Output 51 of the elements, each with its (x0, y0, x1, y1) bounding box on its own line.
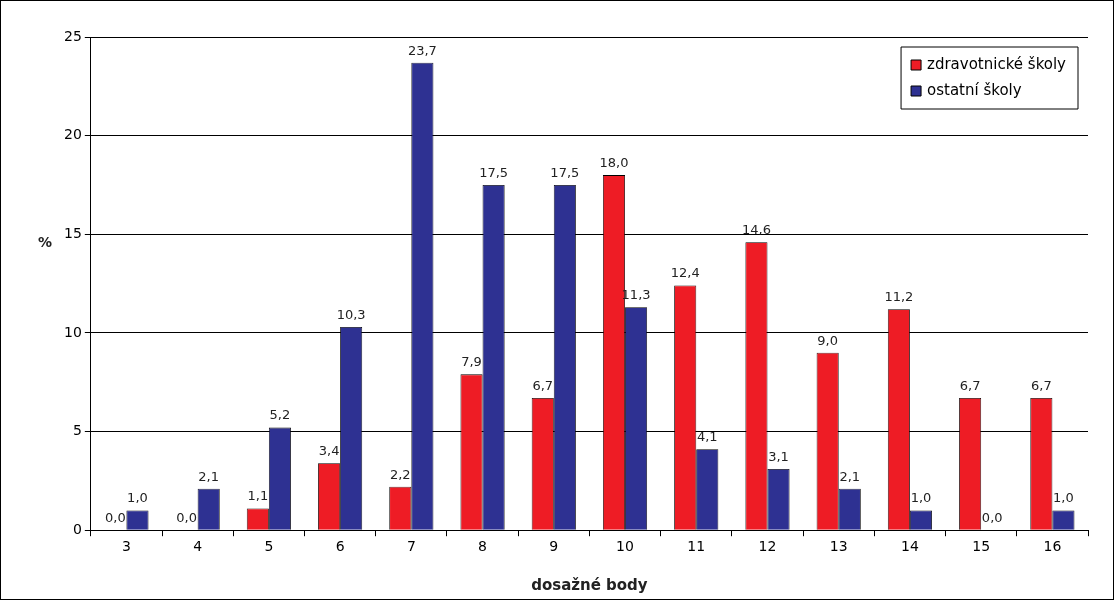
x-tick-label: 5 (264, 538, 274, 555)
x-tick-label: 11 (687, 538, 706, 555)
x-tick-label: 6 (335, 538, 345, 555)
x-tick-label: 4 (193, 538, 203, 555)
data-label: 12,4 (670, 265, 700, 281)
y-tick-label: 15 (63, 224, 82, 241)
data-label: 10,3 (336, 306, 366, 322)
data-label: 6,7 (1031, 377, 1052, 393)
x-tick-label: 15 (972, 538, 991, 555)
x-axis-title: dosažné body (531, 575, 648, 594)
data-label: 6,7 (959, 377, 981, 393)
y-tick-label: 25 (63, 27, 82, 44)
data-label: 1,0 (127, 490, 148, 506)
data-label: 3,1 (768, 448, 789, 464)
data-label: 14,6 (741, 222, 771, 238)
data-label: 5,2 (269, 407, 291, 423)
data-label: 1,0 (1053, 490, 1074, 506)
data-label: 17,5 (479, 164, 509, 180)
data-label: 0,0 (981, 510, 1003, 526)
x-tick-label: 10 (616, 538, 634, 555)
data-label: 9,0 (817, 332, 839, 348)
data-label: 0,0 (105, 510, 126, 526)
data-label: 0,0 (176, 510, 197, 526)
x-tick-label: 12 (758, 538, 777, 555)
y-tick-label: 10 (63, 323, 82, 340)
x-tick-label: 3 (121, 538, 131, 555)
y-tick-label: 20 (63, 126, 82, 143)
x-tick-label: 13 (829, 538, 848, 555)
x-tick-label: 8 (478, 538, 488, 555)
data-label: 2,1 (198, 468, 220, 484)
data-label: 1,0 (910, 490, 932, 506)
data-label: 2,2 (389, 466, 411, 482)
legend-label: zdravotnické školy (927, 54, 1067, 73)
data-label: 18,0 (599, 154, 629, 170)
data-label: 4,1 (696, 429, 718, 445)
x-tick-label: 16 (1043, 538, 1062, 555)
data-label: 11,2 (884, 289, 914, 305)
data-label: 7,9 (461, 354, 482, 370)
y-tick-label: 0 (72, 520, 82, 537)
y-axis-title: % (37, 234, 53, 251)
data-label: 23,7 (407, 42, 437, 58)
data-label: 2,1 (839, 468, 861, 484)
x-tick-label: 7 (406, 538, 416, 555)
x-tick-label: 14 (901, 538, 919, 555)
legend-label: ostatní školy (927, 80, 1022, 99)
y-tick-label: 5 (72, 422, 82, 439)
data-label: 3,4 (318, 443, 340, 458)
data-label: 17,5 (550, 164, 580, 180)
data-label: 1,1 (247, 488, 269, 504)
x-tick-label: 9 (549, 538, 559, 555)
data-label: 6,7 (532, 377, 554, 393)
